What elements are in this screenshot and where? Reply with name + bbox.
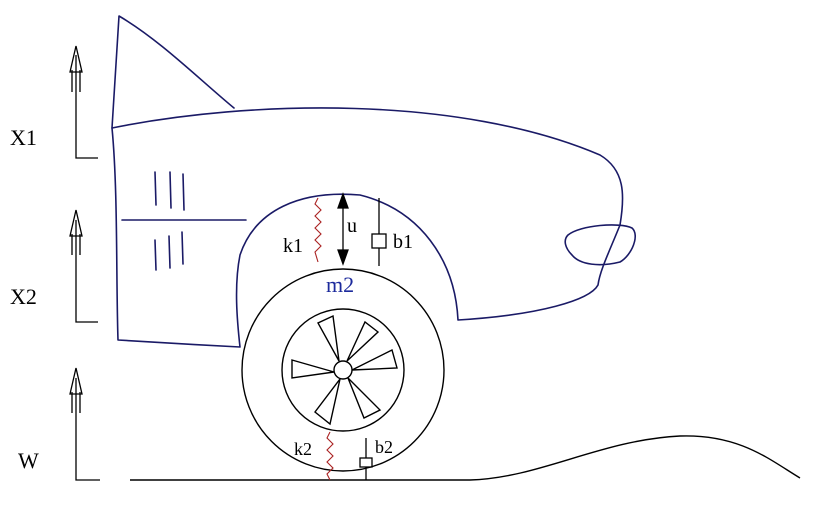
x2-arrow <box>69 209 98 323</box>
hub <box>333 360 353 380</box>
tire-outer <box>241 268 445 472</box>
upper-suspension <box>314 192 387 266</box>
reference-arrows <box>69 45 100 481</box>
w-arrow <box>69 367 100 481</box>
damper-b1 <box>371 198 387 266</box>
label-x1: X1 <box>10 125 37 150</box>
label-u: u <box>347 215 357 237</box>
windshield-outline <box>111 15 235 129</box>
wheel <box>241 268 445 472</box>
label-b2: b2 <box>375 437 393 457</box>
label-m2: m2 <box>326 272 354 297</box>
label-b1: b1 <box>393 231 413 253</box>
spokes <box>291 314 398 426</box>
label-k2: k2 <box>294 439 312 459</box>
body-contour <box>111 107 624 348</box>
damper-b2 <box>359 438 373 480</box>
lower-suspension <box>326 431 373 481</box>
x1-arrow <box>69 45 98 159</box>
displacement-u-arrow <box>337 192 349 266</box>
spring-k1 <box>314 197 322 263</box>
road-surface <box>130 435 801 481</box>
label-w: W <box>18 448 39 473</box>
spring-k2 <box>326 431 334 481</box>
label-x2: X2 <box>10 284 37 309</box>
label-k1: k1 <box>283 235 303 257</box>
headlight <box>564 224 636 266</box>
vent-marks <box>154 171 185 271</box>
rim <box>281 308 405 432</box>
car-body <box>111 15 636 348</box>
